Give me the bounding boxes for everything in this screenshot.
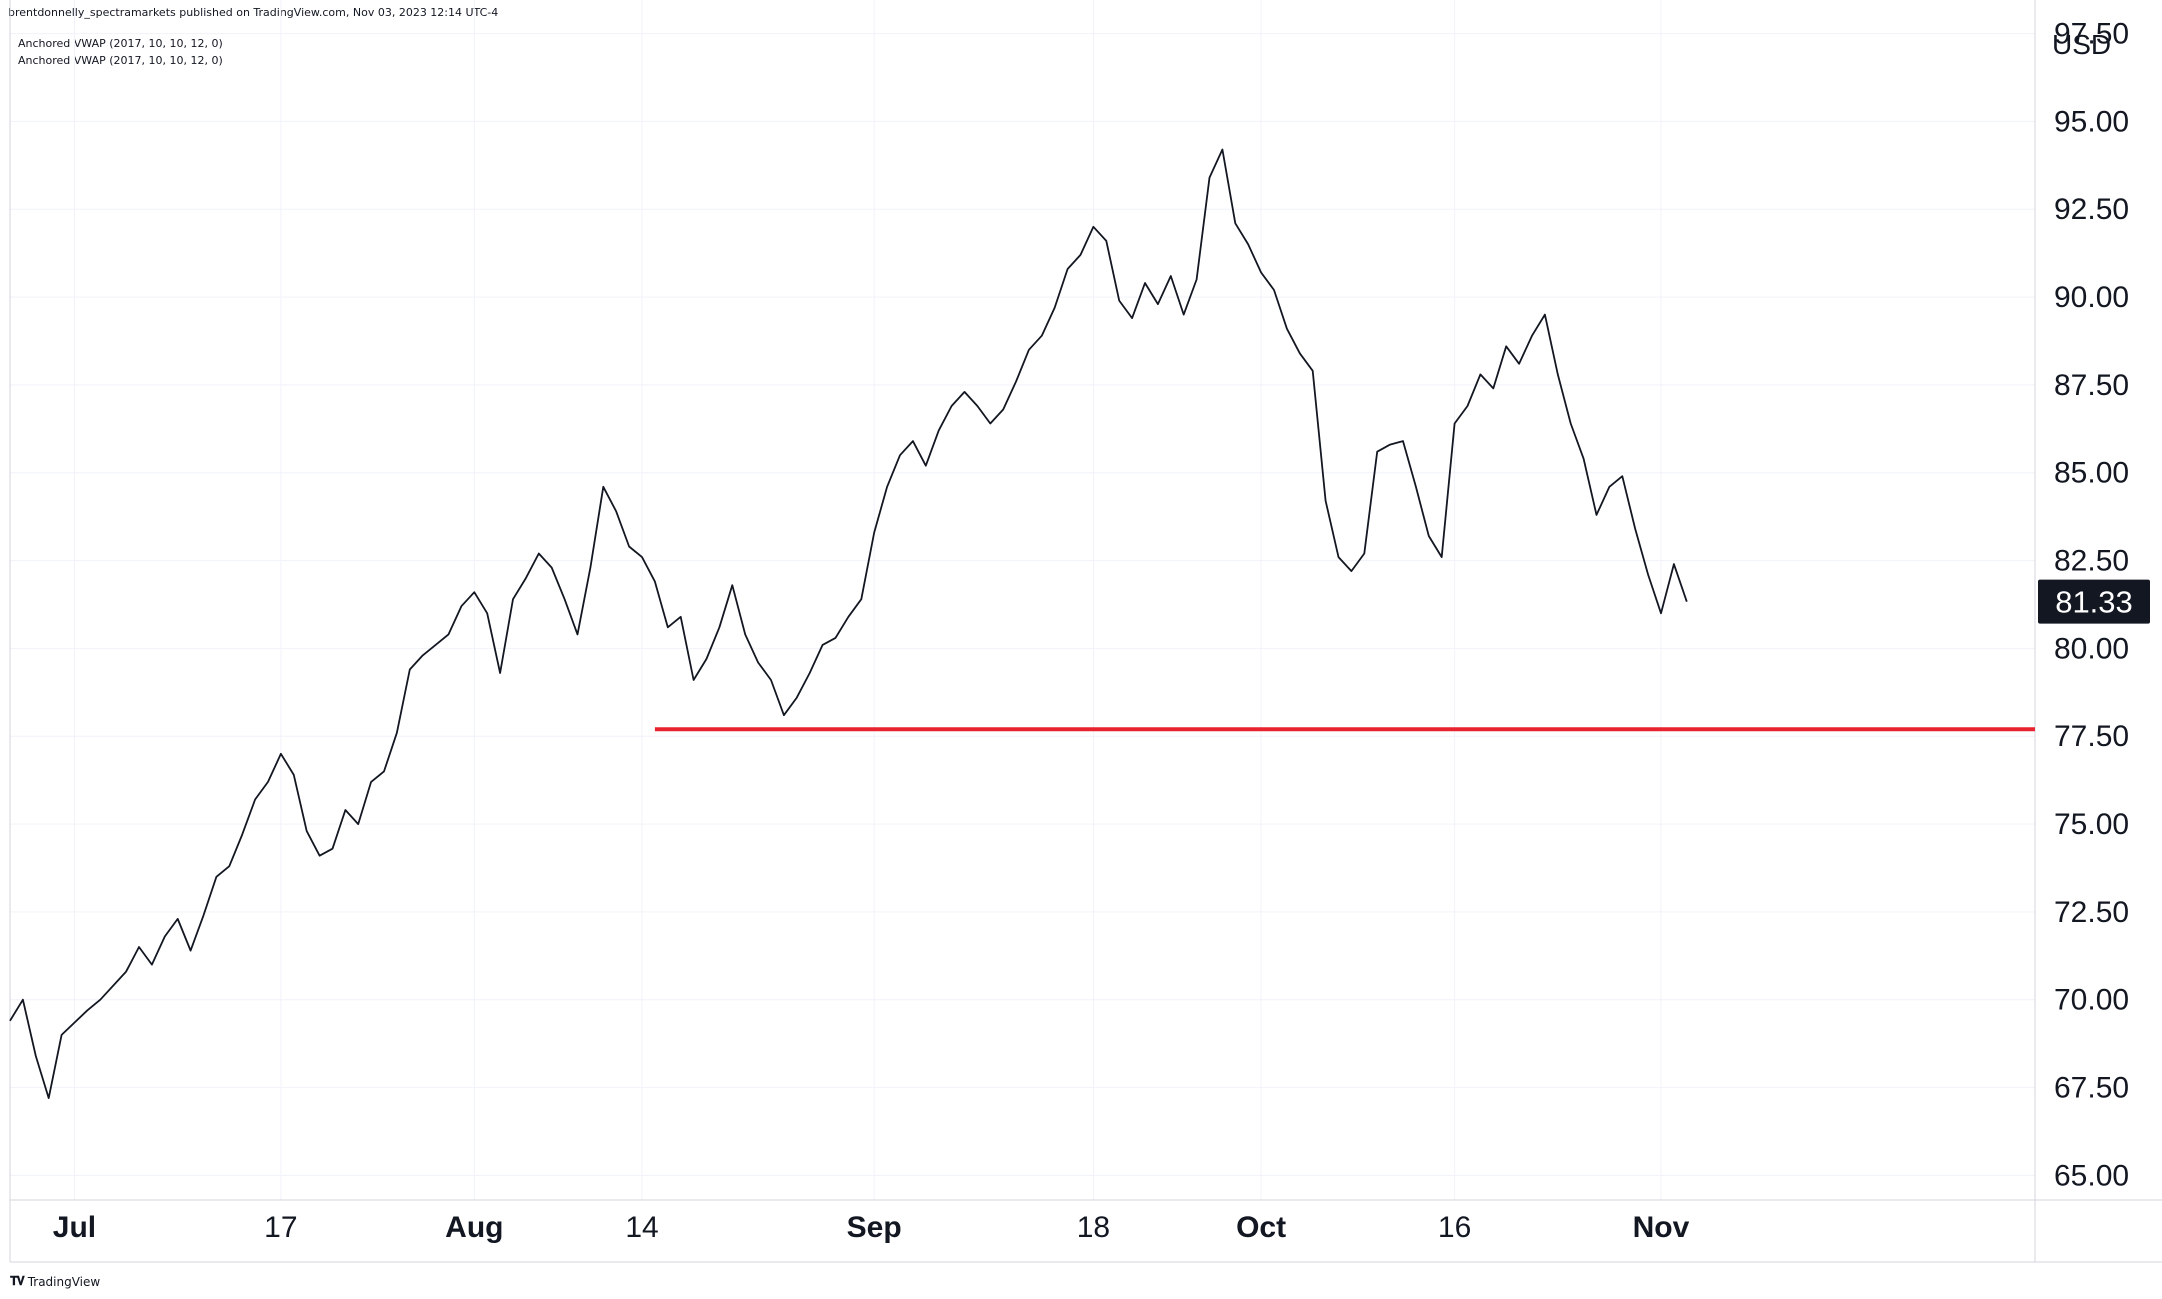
y-axis: 65.00 67.50 70.00 72.50 75.00 77.50 80.00 82.50…: [2054, 18, 2129, 1193]
tradingview-logo-icon[interactable]: 𝐓𝐕: [10, 1274, 25, 1288]
y-tick-label: 77.50: [2054, 720, 2129, 753]
indicator-label[interactable]: Anchored VWAP (2017, 10, 10, 12, 0): [18, 54, 223, 67]
price-series-line: [9, 148, 1688, 1099]
footer: 𝐓𝐕 TradingView: [10, 1274, 100, 1289]
y-tick-label: 92.50: [2054, 193, 2129, 226]
x-tick-label: 18: [1077, 1211, 1110, 1244]
y-tick-label: 80.00: [2054, 632, 2129, 665]
indicator-label[interactable]: Anchored VWAP (2017, 10, 10, 12, 0): [18, 37, 223, 50]
y-tick-label: 87.50: [2054, 369, 2129, 402]
y-tick-label: 85.00: [2054, 457, 2129, 490]
last-price-badge: [2038, 579, 2150, 624]
last-price-marker: 81.33: [2038, 579, 2150, 624]
publisher-caption: brentdonnelly_spectramarkets published o…: [8, 6, 499, 19]
x-tick-label: 16: [1438, 1211, 1471, 1244]
x-axis: Jul 17 Aug 14 Sep 18 Oct 16 Nov: [53, 1211, 1690, 1244]
last-price-value: 81.33: [2055, 585, 2133, 620]
chart-grid: [10, 0, 2035, 1200]
x-tick-label: 17: [264, 1211, 297, 1244]
y-tick-label: 95.00: [2054, 105, 2129, 138]
y-tick-label: 75.00: [2054, 808, 2129, 841]
axis-borders: [9, 0, 2162, 1263]
y-tick-label: 65.00: [2054, 1159, 2129, 1192]
y-tick-label: 90.00: [2054, 281, 2129, 314]
currency-label[interactable]: USD: [2052, 29, 2111, 60]
price-series-group: [9, 148, 1688, 1099]
y-tick-label: 82.50: [2054, 545, 2129, 578]
x-tick-label: Jul: [53, 1211, 96, 1244]
y-tick-label: 72.50: [2054, 896, 2129, 929]
y-tick-label: 67.50: [2054, 1072, 2129, 1105]
y-tick-label: 70.00: [2054, 984, 2129, 1017]
x-tick-label: Sep: [847, 1211, 902, 1244]
y-tick-label: 97.50: [2054, 18, 2129, 51]
brand-label[interactable]: TradingView: [27, 1274, 101, 1289]
x-tick-label: Aug: [445, 1211, 503, 1244]
x-tick-label: Nov: [1633, 1211, 1690, 1244]
x-tick-label: Oct: [1236, 1211, 1286, 1244]
x-tick-label: 14: [625, 1211, 658, 1244]
indicator-legend: Anchored VWAP (2017, 10, 10, 12, 0) Anch…: [18, 35, 223, 69]
